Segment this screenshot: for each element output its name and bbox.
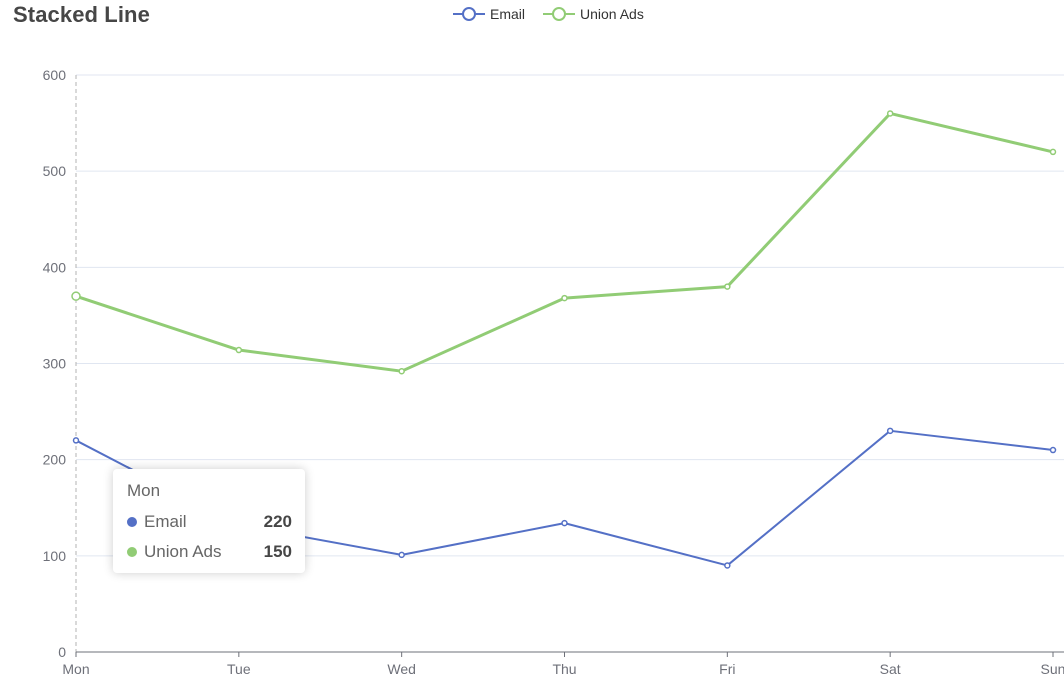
tooltip: Mon Email 220 Union Ads 150 [113,469,305,573]
chart-title: Stacked Line [13,2,150,27]
legend-item-union-ads[interactable]: Union Ads [542,3,644,25]
x-tick-label: Sun [1041,661,1064,677]
tooltip-header: Mon [127,481,161,500]
tooltip-series-name: Email [144,512,187,531]
y-tick-label: 400 [43,259,67,275]
x-tick-label: Thu [552,661,576,677]
data-point-email [398,551,405,559]
legend: Email Union Ads [0,3,1064,27]
y-tick-label: 100 [43,548,67,564]
legend-label-union-ads: Union Ads [580,6,644,22]
x-tick-label: Fri [719,661,735,677]
data-point-email [724,562,731,569]
tooltip-series-value: 150 [263,542,292,561]
tooltip-dot-union-ads [127,547,137,557]
legend-line-circle-icon [543,7,575,21]
y-tick-label: 300 [43,356,67,372]
tooltip-dot-email [127,517,137,527]
x-tick-label: Sat [880,661,901,677]
data-point-union-ads [71,291,81,301]
x-tick-label: Mon [62,661,89,677]
tooltip-row-email: Email 220 [127,507,292,537]
tooltip-row-union-ads: Union Ads 150 [127,537,292,567]
legend-line-circle-icon [453,7,485,21]
legend-label-email: Email [490,6,526,22]
y-tick-label: 200 [43,452,67,468]
data-point-union-ads [886,110,894,117]
data-point-email [886,427,894,435]
tooltip-series-name: Union Ads [144,542,222,561]
data-point-union-ads [561,294,568,302]
y-tick-label: 600 [43,67,67,83]
y-tick-label: 0 [58,644,66,660]
series-line-union-ads [75,111,1054,373]
data-point-union-ads [235,346,243,354]
tooltip-series-value: 220 [263,512,292,531]
x-tick-label: Tue [227,661,251,677]
data-point-email [72,437,80,444]
data-point-email [1049,446,1057,454]
data-point-union-ads [398,367,405,375]
data-point-union-ads [1049,148,1057,156]
legend-item-email[interactable]: Email [452,3,525,25]
x-tick-label: Wed [387,661,416,677]
y-tick-label: 500 [43,163,67,179]
data-point-union-ads [724,283,731,290]
data-point-email [561,519,568,527]
